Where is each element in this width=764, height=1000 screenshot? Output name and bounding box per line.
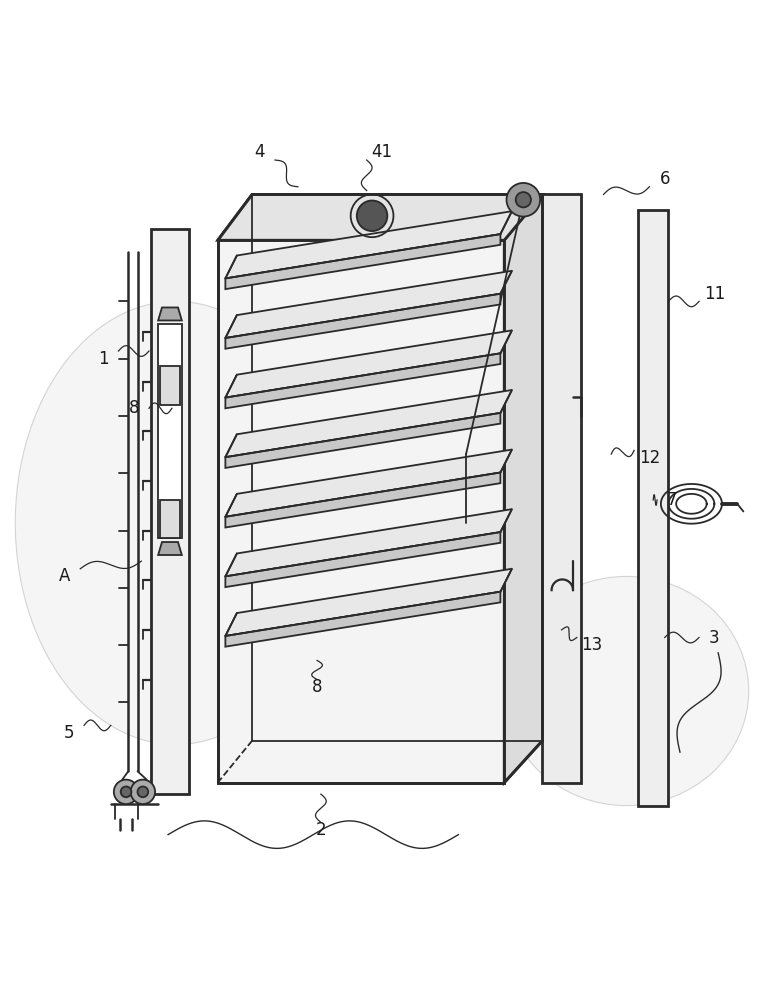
Ellipse shape xyxy=(15,301,336,744)
Polygon shape xyxy=(225,413,500,468)
Text: 8: 8 xyxy=(312,678,322,696)
Text: 1: 1 xyxy=(98,350,108,368)
Polygon shape xyxy=(225,234,500,289)
Polygon shape xyxy=(225,509,512,576)
Polygon shape xyxy=(504,194,542,783)
Circle shape xyxy=(516,192,531,207)
Circle shape xyxy=(114,780,138,804)
Polygon shape xyxy=(225,330,512,398)
Text: 41: 41 xyxy=(371,143,393,161)
Text: A: A xyxy=(60,567,70,585)
Polygon shape xyxy=(160,500,180,538)
Polygon shape xyxy=(225,353,500,408)
Polygon shape xyxy=(225,569,512,636)
Polygon shape xyxy=(160,366,180,404)
Text: 4: 4 xyxy=(254,143,265,161)
Ellipse shape xyxy=(504,576,749,806)
Polygon shape xyxy=(225,294,500,349)
Text: 11: 11 xyxy=(704,285,725,303)
Text: 7: 7 xyxy=(667,491,678,509)
Text: 3: 3 xyxy=(709,629,720,647)
Circle shape xyxy=(507,183,540,217)
Polygon shape xyxy=(218,194,542,240)
Polygon shape xyxy=(225,211,512,278)
Text: 12: 12 xyxy=(639,449,660,467)
Polygon shape xyxy=(158,324,182,538)
Polygon shape xyxy=(225,271,512,338)
Text: 6: 6 xyxy=(659,170,670,188)
Polygon shape xyxy=(225,450,512,517)
Circle shape xyxy=(121,786,131,797)
Text: 13: 13 xyxy=(581,636,603,654)
Circle shape xyxy=(357,201,387,231)
Circle shape xyxy=(138,786,148,797)
Text: 5: 5 xyxy=(63,724,74,742)
Polygon shape xyxy=(158,307,182,320)
Polygon shape xyxy=(158,542,182,555)
Polygon shape xyxy=(225,390,512,457)
Polygon shape xyxy=(151,229,189,794)
Polygon shape xyxy=(225,532,500,587)
Polygon shape xyxy=(218,240,504,783)
Polygon shape xyxy=(638,210,668,806)
Circle shape xyxy=(131,780,155,804)
Polygon shape xyxy=(542,194,581,783)
Text: 2: 2 xyxy=(316,821,326,839)
Polygon shape xyxy=(225,472,500,528)
Polygon shape xyxy=(225,592,500,647)
Text: 8: 8 xyxy=(128,399,139,417)
